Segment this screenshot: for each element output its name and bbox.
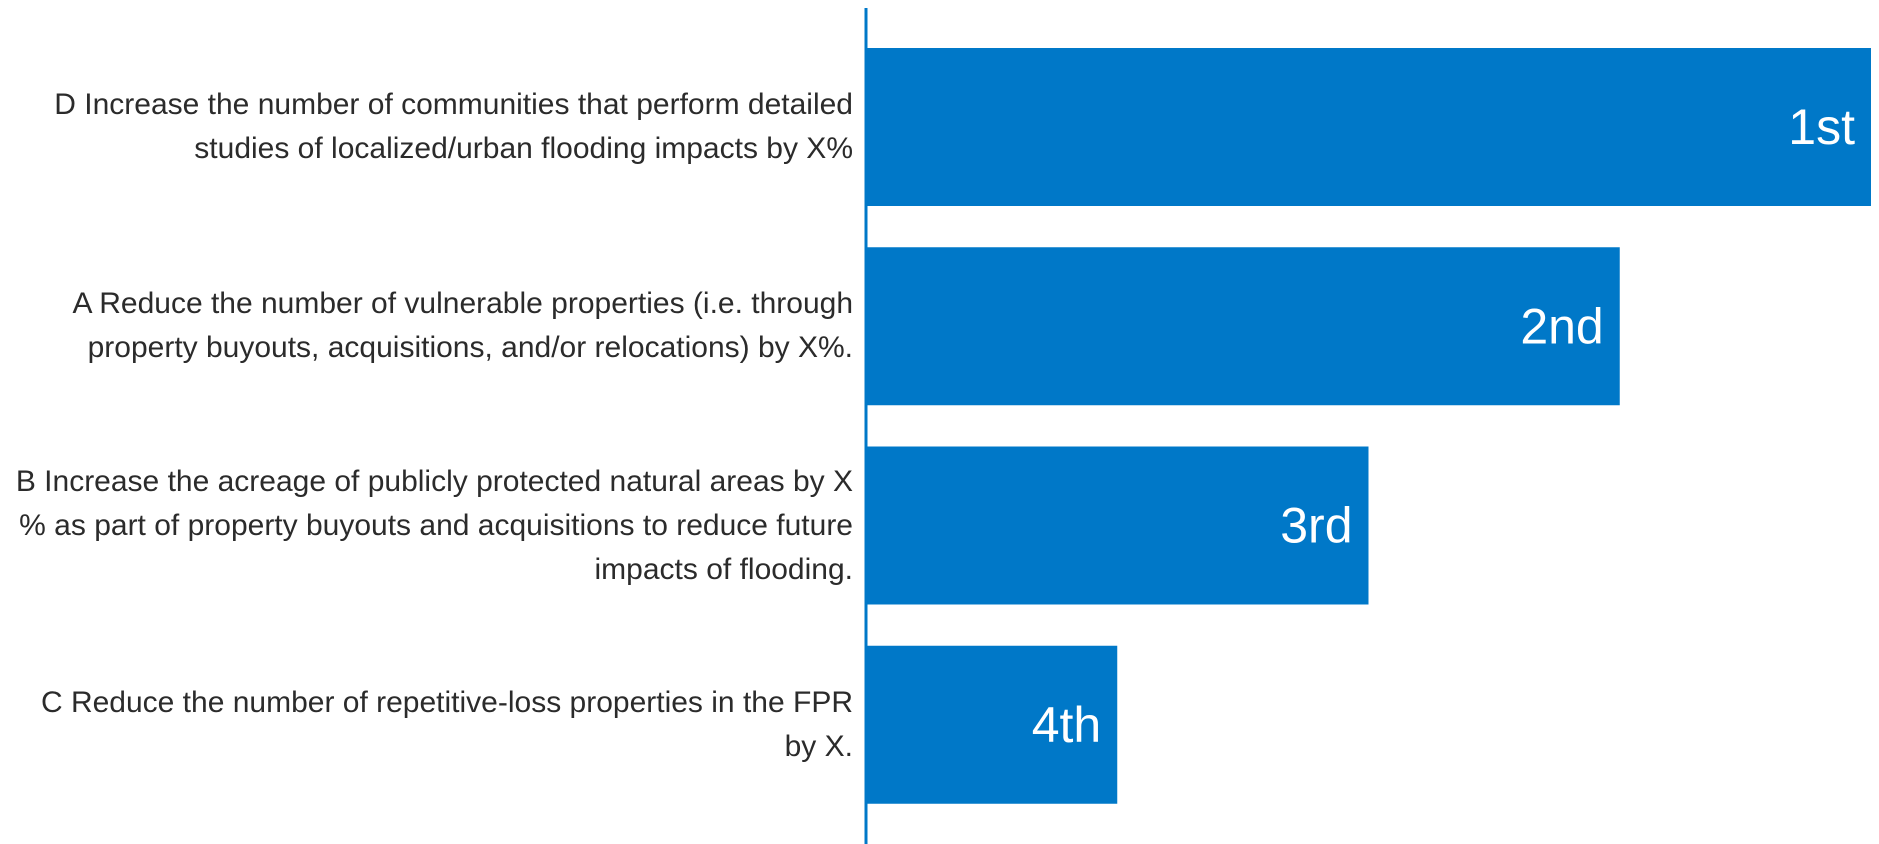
bar: [866, 645, 1118, 804]
category-label: D Increase the number of communities tha…: [54, 88, 853, 165]
value-label: 4th: [1032, 697, 1102, 753]
category-label: C Reduce the number of repetitive-loss p…: [40, 685, 853, 763]
bar: [866, 48, 1871, 206]
bar: [866, 446, 1369, 605]
value-label: 3rd: [1280, 498, 1352, 554]
bar: [866, 247, 1620, 406]
value-label: 2nd: [1520, 298, 1603, 354]
value-label: 1st: [1788, 99, 1855, 155]
category-label: A Reduce the number of vulnerable proper…: [72, 287, 853, 365]
category-label: B Increase the acreage of publicly prote…: [15, 464, 853, 586]
